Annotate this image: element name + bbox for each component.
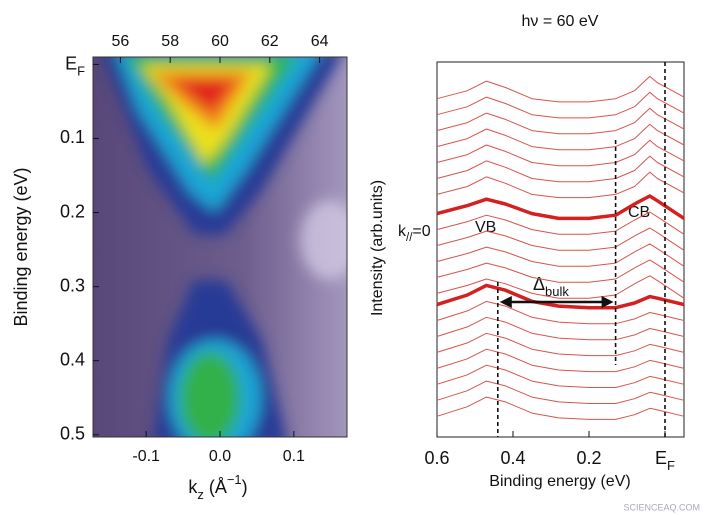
edc-curve bbox=[436, 348, 685, 373]
annotation: Δbulk bbox=[533, 274, 569, 299]
x-tick-label: 0.2 bbox=[576, 448, 601, 468]
x2-tick-label: 60 bbox=[211, 33, 229, 50]
y-tick-label: 0.3 bbox=[60, 275, 85, 295]
edc-curve bbox=[436, 243, 685, 267]
y-tick-label: 0.4 bbox=[60, 349, 85, 369]
x2-tick-label: 56 bbox=[111, 33, 129, 50]
edc-curve bbox=[436, 155, 685, 183]
edc-curve bbox=[436, 123, 685, 151]
x-tick-label: 0.1 bbox=[283, 448, 305, 465]
edc-curve bbox=[436, 139, 685, 167]
edc-curve bbox=[436, 275, 685, 299]
edc-curve bbox=[436, 194, 685, 221]
watermark: SCIENCEAQ.COM bbox=[623, 502, 700, 512]
x-tick-label: 0.4 bbox=[500, 448, 525, 468]
annotation: k//=0 bbox=[398, 223, 431, 244]
edc-curve bbox=[436, 380, 685, 404]
edc-curve bbox=[436, 364, 685, 388]
edc-curve bbox=[436, 91, 685, 119]
edc-curve bbox=[436, 332, 685, 357]
edc-curve bbox=[436, 171, 685, 199]
y-tick-label: 0.2 bbox=[60, 201, 85, 221]
edc-curve bbox=[436, 227, 685, 251]
x-tick-label: -0.1 bbox=[132, 448, 160, 465]
edc-curve bbox=[436, 300, 685, 325]
arrow-head bbox=[499, 296, 512, 308]
edc-curve bbox=[436, 107, 685, 135]
y-tick-label: 0.5 bbox=[60, 424, 85, 444]
chart-title: hν = 60 eV bbox=[522, 13, 599, 30]
x-axis-label: kz (Å−1) bbox=[188, 472, 247, 502]
edc-curve bbox=[436, 211, 685, 235]
x-axis-label: Binding energy (eV) bbox=[489, 473, 630, 490]
heatmap-image bbox=[93, 57, 347, 437]
x2-tick-label: 62 bbox=[261, 33, 279, 50]
arrow-head bbox=[601, 296, 614, 308]
x2-tick-label: 58 bbox=[161, 33, 179, 50]
annotation: CB bbox=[628, 204, 650, 221]
y-tick-label: EF bbox=[65, 53, 85, 78]
x2-tick-label: 64 bbox=[311, 33, 329, 50]
x-tick-label: EF bbox=[655, 448, 675, 473]
edc-curve bbox=[436, 396, 685, 420]
x-tick-label: 0.6 bbox=[424, 448, 449, 468]
edc-frame bbox=[436, 61, 685, 438]
edc-curve bbox=[436, 75, 685, 103]
y-tick-label: 0.1 bbox=[60, 127, 85, 147]
edc-curve bbox=[436, 259, 685, 283]
x-tick-label: 0.0 bbox=[209, 448, 231, 465]
edc-curve bbox=[436, 283, 685, 310]
y-axis-label: Intensity (arb.units) bbox=[369, 180, 386, 316]
edc-curve bbox=[436, 316, 685, 341]
y-axis-label: Binding energy (eV) bbox=[11, 167, 31, 326]
